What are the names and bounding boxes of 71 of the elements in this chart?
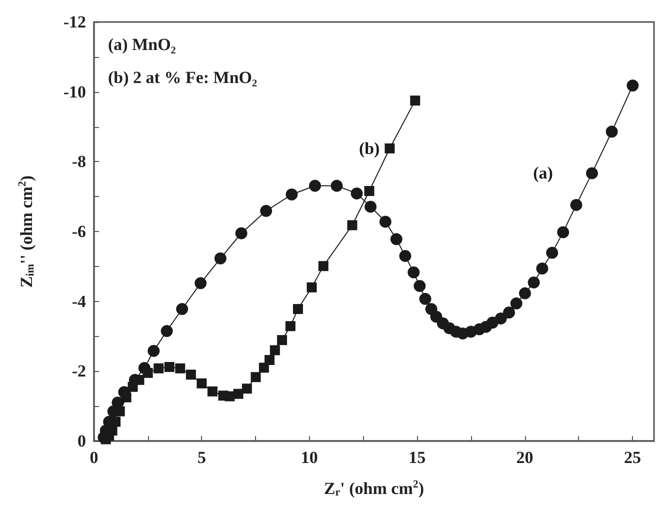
point xyxy=(399,250,412,262)
series-label: (b) xyxy=(358,138,380,158)
x-tick-label: 15 xyxy=(408,448,426,467)
y-tick-label: -2 xyxy=(72,362,86,381)
point xyxy=(142,368,153,378)
y-tick-label: -8 xyxy=(72,152,86,172)
annotation: (a) MnO₂ xyxy=(108,35,176,54)
point xyxy=(384,143,395,154)
point xyxy=(194,277,207,290)
x-tick-label: 0 xyxy=(90,448,98,467)
point xyxy=(503,306,516,319)
point xyxy=(414,280,426,292)
point xyxy=(164,362,174,372)
point xyxy=(410,96,420,106)
point xyxy=(224,391,235,402)
point xyxy=(536,262,548,275)
x-tick-label: 10 xyxy=(300,448,318,467)
point xyxy=(330,180,343,192)
point xyxy=(364,200,377,213)
point xyxy=(318,261,328,272)
point xyxy=(214,252,226,264)
point xyxy=(528,276,540,288)
x-tick-label: 5 xyxy=(197,448,206,467)
point xyxy=(518,287,531,300)
point xyxy=(235,227,248,240)
point xyxy=(379,216,392,228)
x-tick-label: 25 xyxy=(624,448,641,467)
y-tick-label: -6 xyxy=(72,222,86,241)
point xyxy=(292,304,303,314)
point xyxy=(510,297,522,310)
point xyxy=(285,321,296,332)
series-label: (a) xyxy=(533,164,553,183)
x-tick-label: 20 xyxy=(516,448,534,467)
y-tick-label: 0 xyxy=(78,432,86,450)
point xyxy=(570,198,582,211)
point xyxy=(233,388,244,399)
point xyxy=(176,303,188,316)
point xyxy=(242,384,252,394)
point xyxy=(494,312,507,324)
point xyxy=(364,186,374,196)
point xyxy=(270,345,280,356)
point xyxy=(264,354,275,365)
point xyxy=(586,167,598,180)
point xyxy=(350,187,363,200)
point xyxy=(250,372,261,382)
point xyxy=(626,80,639,92)
point xyxy=(557,226,570,238)
point xyxy=(186,370,196,380)
point xyxy=(419,292,432,305)
point xyxy=(175,363,186,374)
point xyxy=(286,188,298,200)
y-tick-label: -12 xyxy=(63,12,86,32)
y-tick-label: -4 xyxy=(72,292,86,311)
y-axis-title: Zim'' (ohm cm2) xyxy=(16,175,36,288)
y-tick-label: -10 xyxy=(63,82,86,102)
point xyxy=(196,378,207,388)
point xyxy=(207,386,218,396)
point xyxy=(148,344,160,357)
point xyxy=(347,220,358,230)
point xyxy=(306,282,317,292)
point xyxy=(260,204,272,217)
point xyxy=(390,233,402,246)
annotation: (b) 2 at % Fe: MnO₂ xyxy=(108,68,258,87)
point xyxy=(408,266,420,278)
point xyxy=(154,363,164,374)
point xyxy=(277,335,288,346)
point xyxy=(308,180,321,192)
point xyxy=(160,325,173,338)
point xyxy=(121,392,132,402)
point xyxy=(606,126,618,138)
point xyxy=(546,246,558,259)
